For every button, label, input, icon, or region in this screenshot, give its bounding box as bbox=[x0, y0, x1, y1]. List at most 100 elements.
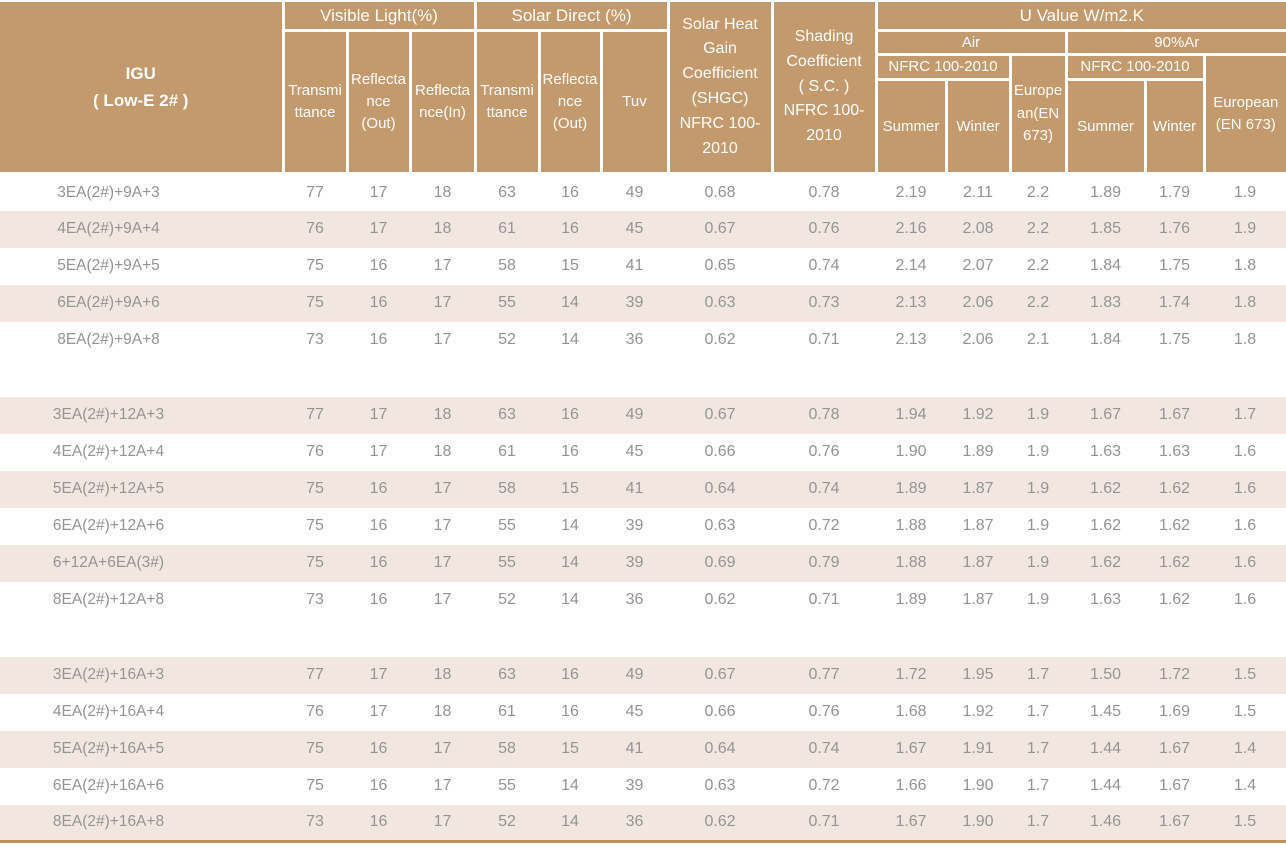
igu-config-label: 4EA(2#)+16A+4 bbox=[52, 703, 165, 720]
value-cell: 0.67 bbox=[704, 666, 736, 683]
value-cell: 1.67 bbox=[1158, 740, 1191, 757]
value-cell: 55 bbox=[498, 517, 516, 534]
value-cell: 1.90 bbox=[946, 804, 1011, 843]
value-cell: 73 bbox=[306, 591, 324, 608]
igu-config-label: 5EA(2#)+12A+5 bbox=[52, 480, 165, 497]
value-cell: 1.62 bbox=[1158, 517, 1191, 534]
header-sd-transmittance: Transmi ttance bbox=[473, 28, 541, 175]
value-cell: 75 bbox=[306, 480, 324, 497]
igu-config-label: 4EA(2#)+12A+4 bbox=[52, 443, 165, 460]
value-cell: 1.68 bbox=[895, 703, 927, 720]
value-cell: 1.89 bbox=[895, 591, 927, 608]
value-cell: 16 bbox=[561, 406, 579, 423]
value-cell: 45 bbox=[625, 443, 644, 460]
value-cell: 49 bbox=[625, 666, 644, 683]
value-cell: 16 bbox=[369, 777, 388, 794]
value-cell: 77 bbox=[306, 666, 324, 683]
value-cell: 16 bbox=[561, 666, 579, 683]
value-cell: 1.74 bbox=[1158, 294, 1191, 311]
table-row: 6EA(2#)+12A+6 75 16 17 55 14 39 0.63 0.72 1.88 1.8… bbox=[0, 507, 1286, 545]
value-cell: 17 bbox=[433, 294, 452, 311]
table-row: 3EA(2#)+12A+3 77 17 18 63 16 49 0.67 0.78 1.94 1.9… bbox=[0, 396, 1286, 434]
value-cell: 58 bbox=[498, 257, 516, 274]
value-cell: 17 bbox=[369, 406, 388, 423]
value-cell: 1.67 bbox=[1158, 406, 1191, 423]
igu-config-label: 3EA(2#)+9A+3 bbox=[57, 183, 160, 201]
value-cell: 1.7 bbox=[1010, 804, 1067, 843]
table-row: 6EA(2#)+9A+6 75 16 17 55 14 39 0.63 0.73 2.13 2.06… bbox=[0, 284, 1286, 322]
value-cell: 1.9 bbox=[1026, 591, 1050, 608]
header-european-air: Europe an(EN 673) bbox=[1008, 53, 1068, 175]
value-cell: 16 bbox=[369, 480, 388, 497]
value-cell: 1.89 bbox=[962, 443, 994, 460]
header-summer-air: Summer bbox=[874, 78, 948, 175]
value-cell: 1.62 bbox=[1158, 480, 1191, 497]
value-cell: 45 bbox=[625, 220, 644, 237]
value-cell: 18 bbox=[433, 666, 452, 683]
value-cell: 16 bbox=[369, 591, 388, 608]
value-cell: 14 bbox=[561, 554, 579, 571]
value-cell: 14 bbox=[561, 517, 579, 534]
igu-config-label: 8EA(2#)+9A+8 bbox=[57, 331, 160, 348]
value-cell: 1.7 bbox=[1026, 777, 1050, 794]
value-cell: 55 bbox=[498, 554, 516, 571]
value-cell: 14 bbox=[561, 294, 579, 311]
value-cell: 17 bbox=[433, 517, 452, 534]
value-cell: 0.62 bbox=[668, 804, 773, 843]
value-cell: 2.2 bbox=[1026, 294, 1050, 311]
table-row: 6+12A+6EA(3#) 75 16 17 55 14 39 0.69 0.79 1.88 1.8… bbox=[0, 544, 1286, 582]
table-row: 3EA(2#)+16A+3 77 17 18 63 16 49 0.67 0.77 1.72 1.9… bbox=[0, 656, 1286, 694]
value-cell: 0.65 bbox=[704, 257, 736, 274]
value-cell: 0.72 bbox=[808, 777, 840, 794]
value-cell: 1.66 bbox=[895, 777, 927, 794]
value-cell: 2.06 bbox=[962, 331, 994, 348]
value-cell: 41 bbox=[625, 740, 644, 757]
value-cell: 36 bbox=[625, 591, 644, 608]
table-row: 4EA(2#)+9A+4 76 17 18 61 16 45 0.67 0.76 2.16 2.08… bbox=[0, 210, 1286, 248]
value-cell: 1.62 bbox=[1158, 591, 1191, 608]
value-cell: 17 bbox=[369, 183, 388, 201]
value-cell: 15 bbox=[561, 257, 579, 274]
value-cell: 0.76 bbox=[808, 443, 840, 460]
value-cell: 17 bbox=[433, 331, 452, 348]
value-cell: 14 bbox=[561, 777, 579, 794]
value-cell: 75 bbox=[306, 554, 324, 571]
header-igu: IGU ( Low-E 2# ) bbox=[0, 2, 285, 175]
value-cell: 0.77 bbox=[808, 666, 840, 683]
group-separator-cell bbox=[0, 619, 1286, 657]
header-u-value: U Value W/m2.K bbox=[874, 2, 1286, 32]
value-cell: 76 bbox=[306, 443, 324, 460]
value-cell: 0.71 bbox=[772, 804, 877, 843]
header-nfrc-air: NFRC 100-2010 bbox=[874, 53, 1012, 81]
value-cell: 1.87 bbox=[962, 517, 994, 534]
value-cell: 0.62 bbox=[704, 591, 736, 608]
value-cell: 2.14 bbox=[895, 257, 927, 274]
value-cell: 0.62 bbox=[704, 331, 736, 348]
value-cell: 1.85 bbox=[1089, 220, 1122, 237]
value-cell: 17 bbox=[433, 740, 452, 757]
header-winter-argon: Winter bbox=[1143, 78, 1206, 175]
value-cell: 75 bbox=[306, 740, 324, 757]
table-row: 4EA(2#)+12A+4 76 17 18 61 16 45 0.66 0.76 1.90 1.8… bbox=[0, 433, 1286, 471]
value-cell: 41 bbox=[625, 480, 644, 497]
value-cell: 39 bbox=[625, 294, 644, 311]
value-cell: 1.9 bbox=[1026, 517, 1050, 534]
table-row: 6EA(2#)+16A+6 75 16 17 55 14 39 0.63 0.72 1.66 1.9… bbox=[0, 767, 1286, 805]
value-cell: 77 bbox=[306, 183, 324, 201]
value-cell: 1.67 bbox=[876, 804, 947, 843]
header-summer-argon: Summer bbox=[1064, 78, 1147, 175]
value-cell: 75 bbox=[306, 777, 324, 794]
value-cell: 61 bbox=[498, 220, 516, 237]
value-cell: 36 bbox=[601, 804, 669, 843]
table-row: 4EA(2#)+16A+4 76 17 18 61 16 45 0.66 0.76 1.68 1.9… bbox=[0, 693, 1286, 731]
value-cell: 2.19 bbox=[895, 183, 927, 201]
value-cell: 1.88 bbox=[895, 554, 927, 571]
value-cell: 1.62 bbox=[1089, 480, 1122, 497]
value-cell: 15 bbox=[561, 480, 579, 497]
igu-config-label: 6EA(2#)+16A+6 bbox=[52, 777, 165, 794]
table-row: 5EA(2#)+16A+5 75 16 17 58 15 41 0.64 0.74 1.67 1.9… bbox=[0, 730, 1286, 768]
header-air: Air bbox=[874, 28, 1068, 57]
value-cell: 0.66 bbox=[704, 443, 736, 460]
value-cell: 36 bbox=[625, 331, 644, 348]
value-cell: 17 bbox=[433, 480, 452, 497]
